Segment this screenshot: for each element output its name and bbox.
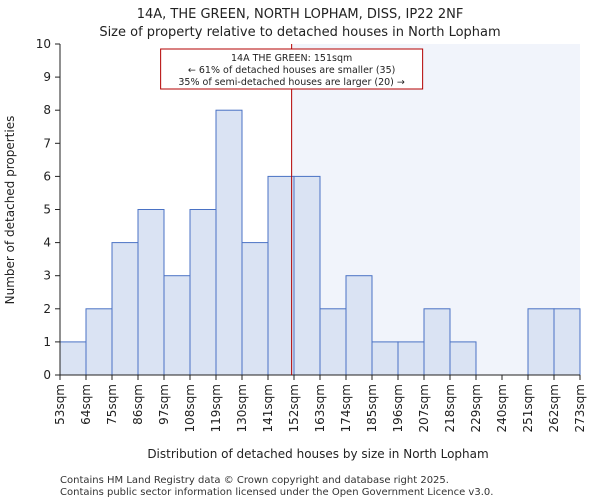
- annotation-box: 14A THE GREEN: 151sqm ← 61% of detached …: [160, 48, 424, 90]
- y-tick-label: 5: [43, 203, 51, 217]
- x-tick-label: 130sqm: [235, 384, 249, 432]
- bar-64sqm: [85, 308, 113, 376]
- y-tick-label: 0: [43, 368, 51, 382]
- x-tick-label: 196sqm: [391, 384, 405, 432]
- x-tick-label: 75sqm: [105, 384, 119, 425]
- bar-152sqm: [293, 175, 321, 376]
- y-tick-label: 7: [43, 136, 51, 150]
- x-tick-label: 64sqm: [79, 384, 93, 425]
- x-tick-label: 108sqm: [183, 384, 197, 432]
- bar-185sqm: [371, 341, 399, 376]
- x-tick-label: 240sqm: [495, 384, 509, 432]
- x-tick-label: 218sqm: [443, 384, 457, 432]
- y-tick-label: 6: [43, 169, 51, 183]
- x-tick-label: 273sqm: [573, 384, 587, 432]
- footer-line2: Contains public sector information licen…: [60, 487, 493, 498]
- annotation-line3: 35% of semi-detached houses are larger (…: [178, 77, 405, 88]
- y-tick-label: 8: [43, 103, 51, 117]
- x-tick-label: 97sqm: [157, 384, 171, 425]
- y-tick-label: 3: [43, 269, 51, 283]
- y-tick-label: 10: [36, 37, 51, 51]
- annotation-line1: 14A THE GREEN: 151sqm: [231, 53, 352, 64]
- x-tick-label: 53sqm: [53, 384, 67, 425]
- x-tick-label: 163sqm: [313, 384, 327, 432]
- annotation-frame: [160, 48, 424, 90]
- x-tick-label: 119sqm: [209, 384, 223, 432]
- y-tick-label: 1: [43, 335, 51, 349]
- bar-262sqm: [553, 308, 581, 376]
- y-axis: 0 1 2 3 4 5 6 7 8 9 10: [36, 37, 61, 382]
- chart-title-line2: Size of property relative to detached ho…: [99, 25, 500, 40]
- bar-53sqm: [59, 341, 87, 376]
- chart-title-line1: 14A, THE GREEN, NORTH LOPHAM, DISS, IP22…: [137, 7, 464, 22]
- x-tick-label: 174sqm: [339, 384, 353, 432]
- x-axis-label: Distribution of detached houses by size …: [147, 447, 488, 461]
- x-tick-label: 229sqm: [469, 384, 483, 432]
- x-tick-label: 86sqm: [131, 384, 145, 425]
- x-tick-label: 251sqm: [521, 384, 535, 432]
- x-tick-label: 185sqm: [365, 384, 379, 432]
- bar-218sqm: [449, 341, 477, 376]
- x-tick-label: 152sqm: [287, 384, 301, 432]
- x-tick-label: 262sqm: [547, 384, 561, 432]
- bar-97sqm: [163, 275, 191, 376]
- y-tick-label: 9: [43, 70, 51, 84]
- bar-130sqm: [241, 242, 269, 376]
- bar-163sqm: [319, 308, 347, 376]
- x-tick-label: 141sqm: [261, 384, 275, 432]
- x-tick-label: 207sqm: [417, 384, 431, 432]
- x-axis: 53sqm 64sqm 75sqm 86sqm 97sqm 108sqm 119sqm 130…: [53, 374, 587, 432]
- bar-119sqm: [215, 109, 243, 376]
- bar-75sqm: [111, 242, 139, 376]
- footer-line1: Contains HM Land Registry data © Crown c…: [60, 475, 449, 486]
- bar-141sqm: [267, 175, 295, 376]
- y-axis-label: Number of detached properties: [3, 116, 17, 305]
- bar-207sqm: [423, 308, 451, 376]
- bar-251sqm: [527, 308, 555, 376]
- bars-group: [59, 109, 581, 376]
- annotation-line2: ← 61% of detached houses are smaller (35…: [188, 65, 395, 76]
- bar-174sqm: [345, 275, 373, 376]
- y-tick-label: 4: [43, 236, 51, 250]
- bar-86sqm: [137, 209, 165, 376]
- bar-108sqm: [189, 209, 217, 376]
- y-tick-label: 2: [43, 302, 51, 316]
- bar-196sqm: [397, 341, 425, 376]
